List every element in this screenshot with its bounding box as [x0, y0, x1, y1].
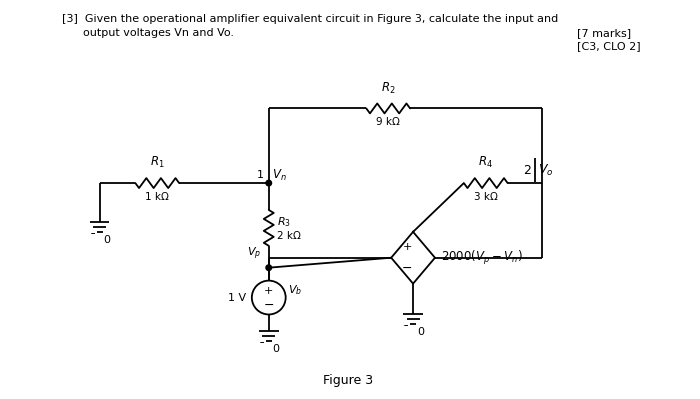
Text: +: + [264, 286, 274, 296]
Text: +: + [402, 242, 412, 252]
Text: $V_b$: $V_b$ [288, 284, 302, 298]
Text: $R_2$: $R_2$ [381, 81, 395, 97]
Text: 1 V: 1 V [228, 292, 246, 302]
Text: 9 kΩ: 9 kΩ [377, 117, 400, 127]
Text: ¯: ¯ [258, 341, 265, 354]
Text: 2 kΩ: 2 kΩ [276, 231, 300, 241]
Text: $R_4$: $R_4$ [478, 155, 493, 170]
Text: 0: 0 [417, 328, 424, 338]
Text: [3]  Given the operational amplifier equivalent circuit in Figure 3, calculate t: [3] Given the operational amplifier equi… [62, 14, 558, 24]
Text: −: − [263, 299, 274, 312]
Text: 3 kΩ: 3 kΩ [474, 192, 498, 202]
Text: 1: 1 [257, 170, 264, 180]
Text: [7 marks]: [7 marks] [578, 28, 631, 38]
Circle shape [266, 180, 272, 186]
Text: −: − [402, 262, 412, 275]
Text: output voltages Vn and Vo.: output voltages Vn and Vo. [62, 28, 234, 38]
Text: ¯: ¯ [402, 324, 409, 338]
Circle shape [266, 265, 272, 271]
Text: $V_p$: $V_p$ [246, 245, 261, 262]
Text: $R_3$: $R_3$ [276, 215, 290, 229]
Text: $R_1$: $R_1$ [150, 155, 164, 170]
Text: 0: 0 [273, 344, 280, 354]
Text: [C3, CLO 2]: [C3, CLO 2] [578, 41, 641, 51]
Text: ¯: ¯ [90, 232, 96, 245]
Text: $V_n$: $V_n$ [272, 168, 286, 183]
Text: 1 kΩ: 1 kΩ [146, 192, 169, 202]
Text: 0: 0 [104, 235, 111, 245]
Text: $2000(V_p−V_n)$: $2000(V_p−V_n)$ [441, 249, 523, 267]
Text: Figure 3: Figure 3 [323, 374, 373, 387]
Text: $V_o$: $V_o$ [538, 162, 554, 178]
Text: 2: 2 [523, 164, 531, 177]
